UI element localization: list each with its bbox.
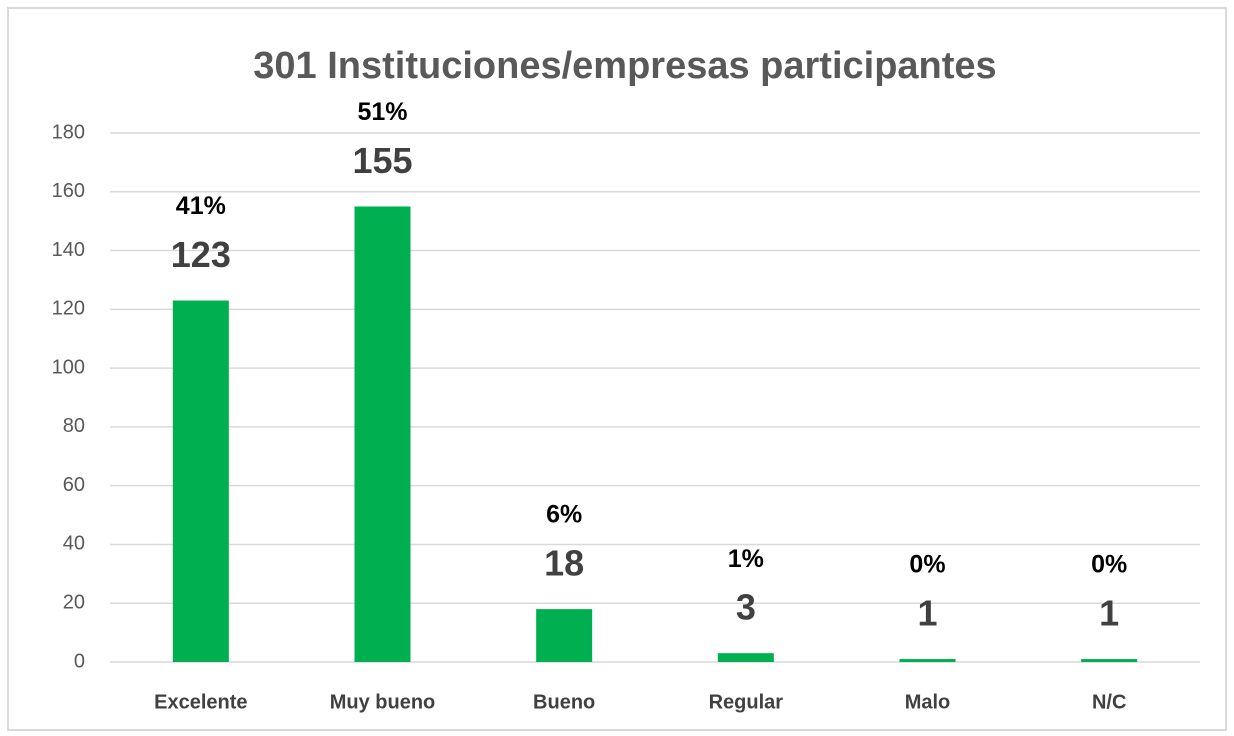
bar bbox=[1081, 659, 1138, 662]
x-tick-label: Excelente bbox=[154, 691, 247, 713]
x-tick-label: Regular bbox=[709, 691, 784, 713]
value-label: 123 bbox=[171, 234, 231, 275]
percent-label: 6% bbox=[546, 501, 582, 529]
percent-label: 51% bbox=[357, 98, 407, 126]
value-label: 18 bbox=[544, 543, 584, 584]
y-tick-label: 80 bbox=[63, 415, 85, 437]
x-tick-label: N/C bbox=[1092, 691, 1126, 713]
y-tick-label: 160 bbox=[52, 180, 85, 202]
percent-label: 0% bbox=[909, 551, 945, 579]
percent-label: 41% bbox=[176, 192, 226, 220]
y-tick-label: 60 bbox=[63, 474, 85, 496]
y-tick-label: 20 bbox=[63, 592, 85, 614]
bar bbox=[899, 659, 956, 662]
y-tick-label: 120 bbox=[52, 298, 85, 320]
bar bbox=[172, 300, 229, 662]
y-tick-label: 0 bbox=[74, 650, 85, 672]
chart-title: 301 Instituciones/empresas participantes bbox=[253, 45, 996, 87]
bar bbox=[717, 653, 774, 662]
x-tick-label: Bueno bbox=[533, 691, 595, 713]
y-tick-label: 100 bbox=[52, 356, 85, 378]
y-tick-label: 140 bbox=[52, 239, 85, 261]
bar bbox=[536, 609, 593, 662]
percent-label: 0% bbox=[1091, 551, 1127, 579]
x-tick-label: Malo bbox=[905, 691, 951, 713]
value-label: 1 bbox=[917, 593, 937, 634]
x-tick-label: Muy bueno bbox=[330, 691, 436, 713]
value-label: 3 bbox=[736, 587, 756, 628]
y-tick-label: 180 bbox=[52, 121, 85, 143]
bar bbox=[354, 206, 411, 662]
value-label: 1 bbox=[1099, 593, 1119, 634]
value-label: 155 bbox=[352, 140, 412, 181]
y-tick-label: 40 bbox=[63, 533, 85, 555]
percent-label: 1% bbox=[728, 545, 764, 573]
